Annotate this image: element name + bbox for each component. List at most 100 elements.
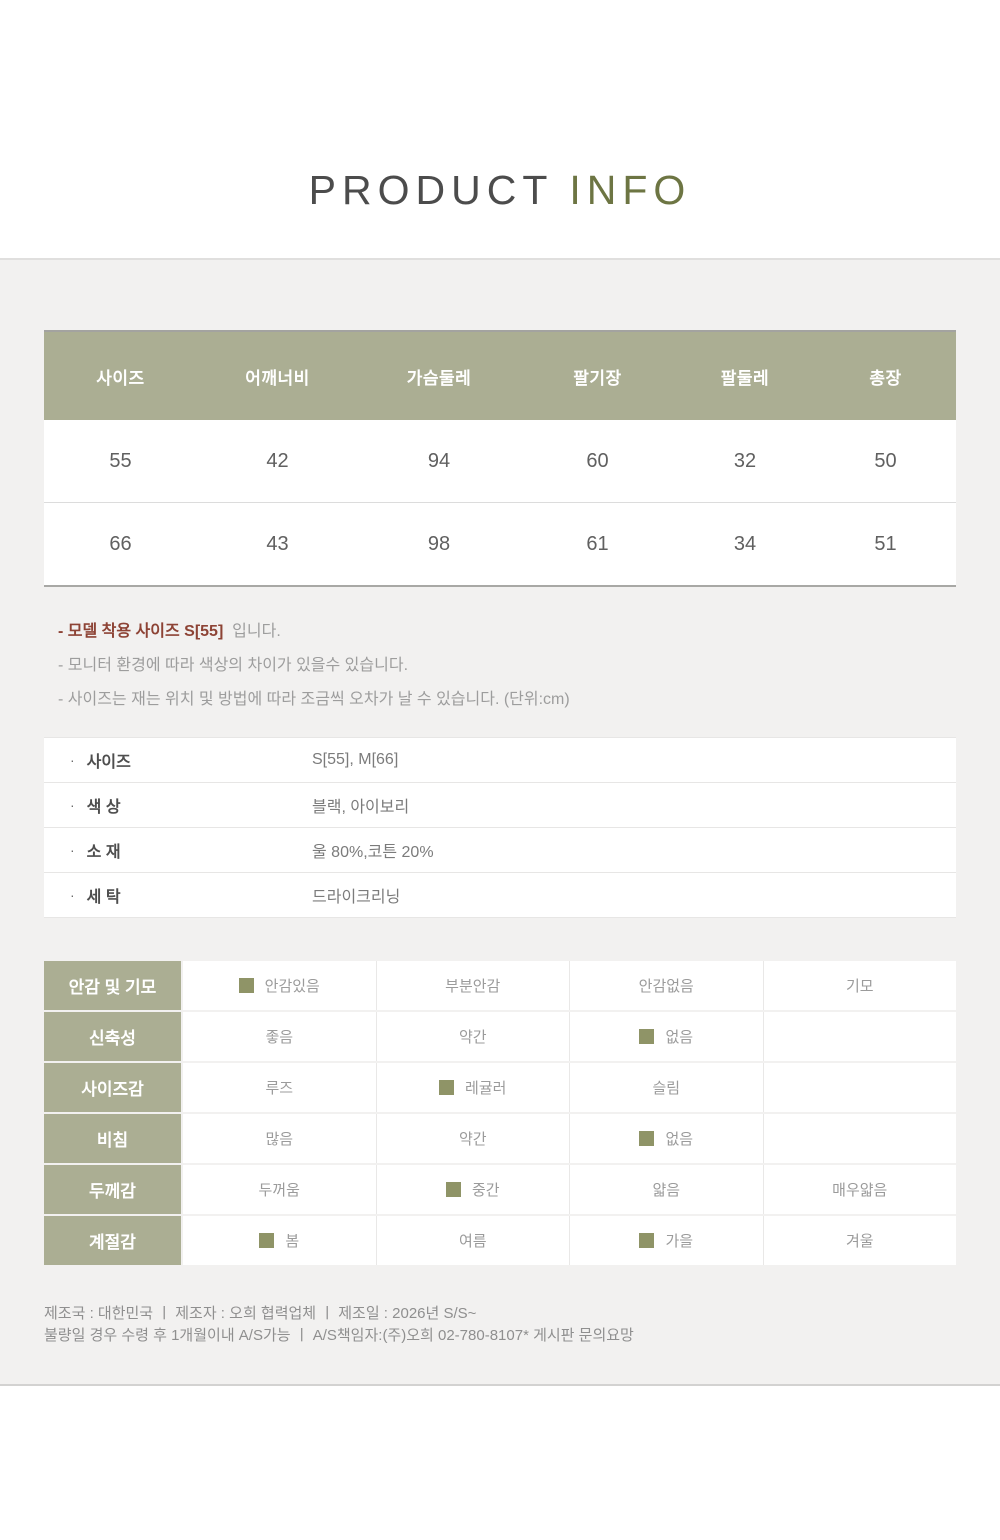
bullet-icon: · [70, 752, 75, 768]
info-value: 울 80%,코튼 20% [312, 844, 434, 861]
attr-option-cell: 좋음 [183, 1012, 376, 1061]
size-table-header-shoulder: 어깨너비 [245, 368, 310, 388]
attr-option-cell: 기모 [762, 961, 956, 1010]
attr-row-season: 계절감 봄 여름 가을 겨울 [44, 1216, 956, 1265]
info-label: · 세 탁 [44, 883, 312, 907]
attr-row-stretch: 신축성 좋음 약간 없음 [44, 1012, 956, 1061]
page-title-product: PRODUCT [308, 167, 554, 213]
attr-row-sheerness: 비침 많음 약간 없음 [44, 1114, 956, 1163]
attr-option-label: 두꺼움 [258, 1182, 300, 1199]
note-model-size-suffix: 입니다. [232, 623, 281, 640]
attr-option-label: 겨울 [845, 1233, 874, 1250]
size-table-header-row: 사이즈 어깨너비 가슴둘레 팔기장 팔둘레 총장 [44, 332, 956, 420]
size-value: 51 [874, 532, 897, 555]
attr-option-label: 얇음 [652, 1182, 681, 1199]
attr-option-cell: 슬림 [569, 1063, 763, 1112]
notes-section: - 모델 착용 사이즈 S[55] 입니다. - 모니터 환경에 따라 색상의 … [44, 615, 956, 717]
size-value: 50 [874, 449, 897, 472]
attr-option-cell: 약간 [375, 1012, 569, 1061]
attr-option-label: 기모 [845, 978, 874, 995]
size-value: 43 [266, 532, 289, 555]
info-value: 블랙, 아이보리 [312, 799, 410, 816]
size-table-header-chest: 가슴둘레 [406, 368, 472, 388]
size-table-row-66: 66 43 98 61 34 51 [44, 502, 956, 585]
attr-option-label: 좋음 [265, 1029, 294, 1046]
bullet-icon: · [70, 797, 75, 813]
attr-option-label: 슬림 [652, 1080, 681, 1097]
size-table-header-size: 사이즈 [96, 368, 145, 388]
size-value: 55 [109, 449, 132, 472]
attr-row-label: 안감 및 기모 [44, 961, 181, 1010]
attr-option-cell: 여름 [375, 1216, 569, 1265]
attr-row-label: 신축성 [44, 1012, 181, 1061]
info-row-material: · 소 재 울 80%,코튼 20% [44, 828, 956, 873]
attr-option-label: 없음 [665, 1131, 694, 1148]
info-value: 드라이크리닝 [312, 889, 401, 906]
size-value: 34 [733, 532, 757, 555]
attr-cells: 두꺼움 중간 얇음 매우얇음 [183, 1165, 956, 1214]
attr-option-cell: 안감없음 [569, 961, 763, 1010]
attr-option-cell: 약간 [375, 1114, 569, 1163]
bullet-icon: · [70, 842, 75, 858]
attr-option-cell: 안감있음 [183, 961, 376, 1010]
manufacturer-line: 제조국 : 대한민국 ㅣ 제조자 : 오희 협력업체 ㅣ 제조일 : 2026년… [44, 1305, 477, 1322]
attr-option-label: 안감있음 [264, 978, 320, 995]
size-value: 42 [266, 449, 289, 472]
size-value: 61 [586, 532, 609, 555]
info-label: · 소 재 [44, 838, 312, 862]
attr-option-label: 많음 [265, 1131, 294, 1148]
attr-row-label: 계절감 [44, 1216, 181, 1265]
attr-option-cell: 두꺼움 [183, 1165, 376, 1214]
attr-option-label: 매우얇음 [832, 1182, 888, 1199]
size-value: 94 [427, 449, 451, 472]
checked-square-icon [445, 1182, 461, 1197]
note-model-size-highlight: - 모델 착용 사이즈 S[55] [58, 623, 224, 640]
attr-option-cell: 부분안감 [375, 961, 569, 1010]
attr-option-cell: 레귤러 [375, 1063, 569, 1112]
manufacturer-info: 제조국 : 대한민국 ㅣ 제조자 : 오희 협력업체 ㅣ 제조일 : 2026년… [44, 1303, 956, 1347]
checked-square-icon [238, 978, 254, 993]
size-value: 66 [109, 532, 132, 555]
attr-option-cell: 많음 [183, 1114, 376, 1163]
attr-option-cell: 중간 [375, 1165, 569, 1214]
attr-cells: 안감있음 부분안감 안감없음 기모 [183, 961, 956, 1010]
attr-row-thickness: 두께감 두꺼움 중간 얇음 매우얇음 [44, 1165, 956, 1214]
info-label-text: 소 재 [86, 844, 121, 861]
info-label: · 색 상 [44, 793, 312, 817]
attr-option-cell: 얇음 [569, 1165, 763, 1214]
attr-row-label: 두께감 [44, 1165, 181, 1214]
info-row-care: · 세 탁 드라이크리닝 [44, 873, 956, 918]
info-value: S[55], M[66] [312, 751, 399, 768]
attr-option-label: 여름 [458, 1233, 487, 1250]
attr-option-label: 부분안감 [445, 978, 501, 995]
title-section: PRODUCT INFO [0, 0, 1000, 258]
attr-option-label: 가을 [665, 1233, 694, 1250]
checked-square-icon [639, 1131, 655, 1146]
attr-option-label: 봄 [285, 1233, 300, 1250]
attr-cells: 좋음 약간 없음 [183, 1012, 956, 1061]
attr-option-cell: 없음 [569, 1114, 763, 1163]
attr-row-label: 사이즈감 [44, 1063, 181, 1112]
attr-row-fit: 사이즈감 루즈 레귤러 슬림 [44, 1063, 956, 1112]
note-monitor: - 모니터 환경에 따라 색상의 차이가 있을수 있습니다. [58, 657, 409, 674]
attr-option-label: 레귤러 [465, 1080, 507, 1097]
attr-option-cell: 겨울 [762, 1216, 956, 1265]
size-table-row-55: 55 42 94 60 32 50 [44, 420, 956, 502]
attr-row-label: 비침 [44, 1114, 181, 1163]
as-info-line: 불량일 경우 수령 후 1개월이내 A/S가능 ㅣ A/S책임자:(주)오희 0… [44, 1327, 634, 1344]
product-info-panel: 사이즈 어깨너비 가슴둘레 팔기장 팔둘레 총장 55 42 94 60 32 … [0, 258, 1000, 1386]
attr-option-label: 약간 [458, 1029, 487, 1046]
size-value: 32 [733, 449, 757, 472]
attribute-grid: 안감 및 기모 안감있음 부분안감 안감없음 기모 신축성 좋음 약간 없음 사… [44, 961, 956, 1265]
size-table-header-arm: 팔둘레 [720, 368, 770, 388]
checked-square-icon [259, 1233, 275, 1248]
attr-option-cell [762, 1063, 956, 1112]
attr-cells: 루즈 레귤러 슬림 [183, 1063, 956, 1112]
attr-option-cell: 봄 [183, 1216, 376, 1265]
attr-option-cell: 없음 [569, 1012, 763, 1061]
attr-row-lining: 안감 및 기모 안감있음 부분안감 안감없음 기모 [44, 961, 956, 1010]
size-table-header-length: 총장 [869, 368, 902, 388]
attr-option-label: 없음 [665, 1029, 694, 1046]
info-label-text: 사이즈 [86, 754, 131, 771]
size-table-header-sleeve: 팔기장 [573, 368, 622, 388]
